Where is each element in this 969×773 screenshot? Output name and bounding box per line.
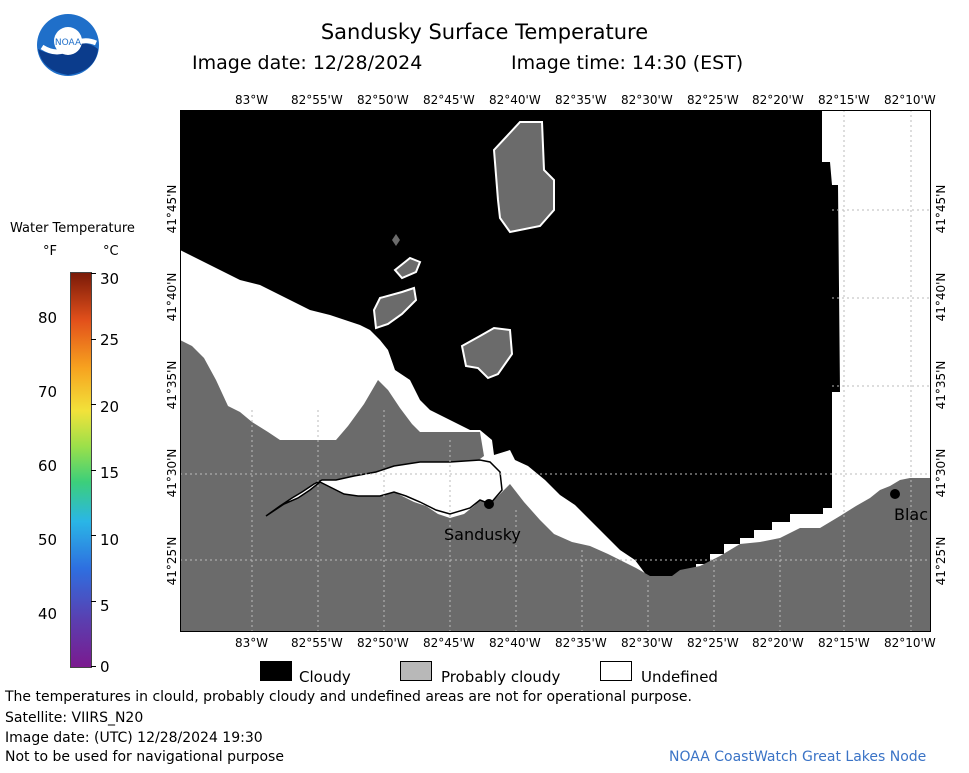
probably-cloudy-patch — [392, 234, 400, 246]
legend-f-tick: 60 — [38, 457, 58, 475]
lon-label-bottom: 82°25'W — [687, 636, 739, 650]
lon-label-bottom: 82°40'W — [489, 636, 541, 650]
undefined-key-label: Undefined — [641, 668, 718, 686]
legend-c-tick: 0 — [100, 658, 110, 676]
lon-label-top: 82°55'W — [291, 93, 343, 107]
lon-label-bottom: 82°55'W — [291, 636, 343, 650]
lat-label-left: 41°45'N — [165, 184, 179, 234]
legend-f-tick: 50 — [38, 531, 58, 549]
satellite-text: Satellite: VIIRS_N20 — [5, 710, 144, 726]
sandusky-label: Sandusky — [444, 525, 521, 544]
lon-label-top: 82°10'W — [884, 93, 936, 107]
image-time: Image time: 14:30 (EST) — [511, 52, 744, 74]
surface-temperature-map: Sandusky Blac — [180, 110, 931, 632]
legend-c-tick: 25 — [100, 331, 120, 349]
lat-label-left: 41°40'N — [165, 272, 179, 322]
lon-label-top: 82°45'W — [423, 93, 475, 107]
lat-label-right: 41°40'N — [934, 272, 948, 322]
land-area — [180, 340, 931, 632]
lon-label-top: 82°35'W — [555, 93, 607, 107]
legend-f-tick: 80 — [38, 309, 58, 327]
blac-label: Blac — [894, 505, 928, 524]
probably-cloudy-patch — [393, 256, 422, 280]
lat-label-left: 41°25'N — [165, 536, 179, 586]
probably-cloudy-patch — [372, 286, 418, 330]
lon-label-top: 82°40'W — [489, 93, 541, 107]
lat-label-right: 41°35'N — [934, 360, 948, 410]
lon-label-bottom: 82°15'W — [818, 636, 870, 650]
navigation-warning: Not to be used for navigational purpose — [5, 749, 284, 765]
legend-c-tick: 30 — [100, 270, 120, 288]
lon-label-bottom: 82°20'W — [752, 636, 804, 650]
legend-title: Water Temperature — [10, 221, 135, 236]
lon-label-top: 82°15'W — [818, 93, 870, 107]
legend-c-tick: 20 — [100, 398, 120, 416]
legend-f-tick: 40 — [38, 605, 58, 623]
legend-c-tick: 10 — [100, 531, 120, 549]
cloudy-key-label: Cloudy — [299, 668, 351, 686]
lon-label-bottom: 82°30'W — [621, 636, 673, 650]
lon-label-top: 83°W — [235, 93, 269, 107]
lat-label-right: 41°25'N — [934, 536, 948, 586]
legend-unit-f: °F — [43, 244, 57, 259]
probably-cloudy-swatch — [400, 661, 432, 681]
disclaimer-text: The temperatures in clould, probably clo… — [5, 689, 692, 705]
undefined-swatch — [600, 661, 632, 681]
credit-text: NOAA CoastWatch Great Lakes Node — [669, 749, 927, 765]
noaa-logo: NOAA — [36, 13, 100, 81]
blac-marker — [890, 489, 900, 499]
image-date: Image date: 12/28/2024 — [192, 52, 423, 74]
lon-label-bottom: 82°10'W — [884, 636, 936, 650]
probably-cloudy-patch — [460, 326, 514, 380]
lon-label-top: 82°50'W — [357, 93, 409, 107]
lon-label-bottom: 82°50'W — [357, 636, 409, 650]
cloudy-swatch — [260, 661, 292, 681]
logo-text: NOAA — [55, 38, 82, 48]
probably-cloudy-patch — [492, 121, 555, 234]
legend-f-tick: 70 — [38, 383, 58, 401]
probably-cloudy-key-label: Probably cloudy — [441, 668, 561, 686]
lat-label-right: 41°45'N — [934, 184, 948, 234]
lon-label-top: 82°20'W — [752, 93, 804, 107]
legend-unit-c: °C — [103, 244, 119, 259]
lon-label-bottom: 82°35'W — [555, 636, 607, 650]
sandusky-marker — [484, 499, 494, 509]
lat-label-left: 41°35'N — [165, 360, 179, 410]
legend-c-tick: 5 — [100, 597, 110, 615]
lat-label-right: 41°30'N — [934, 448, 948, 498]
lon-label-top: 82°25'W — [687, 93, 739, 107]
map-frame — [180, 110, 931, 632]
lat-label-left: 41°30'N — [165, 448, 179, 498]
lon-label-bottom: 83°W — [235, 636, 269, 650]
temperature-colorbar — [70, 272, 96, 668]
map-title: Sandusky Surface Temperature — [320, 20, 649, 44]
utc-date-text: Image date: (UTC) 12/28/2024 19:30 — [5, 730, 263, 746]
lon-label-top: 82°30'W — [621, 93, 673, 107]
legend-c-tick: 15 — [100, 464, 120, 482]
lon-label-bottom: 82°45'W — [423, 636, 475, 650]
